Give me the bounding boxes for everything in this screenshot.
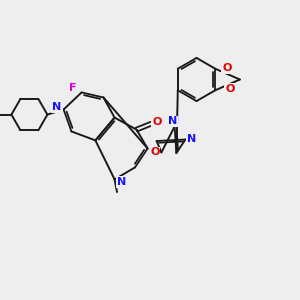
Text: N: N bbox=[188, 134, 196, 144]
Text: N: N bbox=[52, 102, 62, 112]
Text: O: O bbox=[222, 63, 232, 74]
Text: N: N bbox=[168, 116, 177, 127]
Text: N: N bbox=[117, 177, 126, 187]
Text: F: F bbox=[70, 83, 77, 93]
Text: O: O bbox=[152, 117, 162, 128]
Text: O: O bbox=[150, 147, 160, 158]
Text: O: O bbox=[225, 84, 234, 94]
